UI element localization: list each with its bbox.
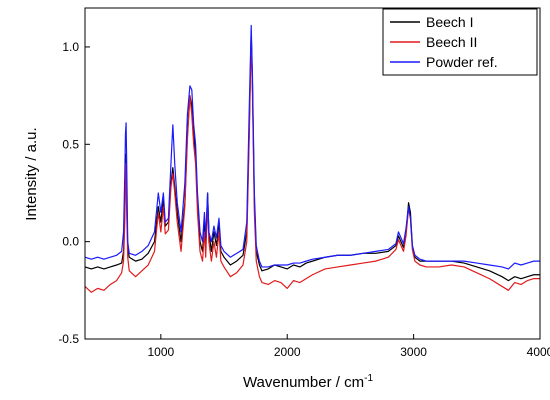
series-layer	[84, 24, 540, 293]
x-axis-unit-exponent: -1	[364, 373, 373, 384]
x-tick-label: 2000	[274, 345, 301, 359]
ticks-layer: 1000 2000 3000 4000 -0.5 0.0 0.5 1.0	[58, 40, 550, 359]
series-line-powder-ref	[84, 24, 540, 270]
plot-frame	[84, 7, 541, 340]
y-axis-label: Intensity	[23, 164, 40, 220]
y-axis-unit: a.u.	[23, 127, 40, 152]
y-tick-label: 0.0	[62, 235, 79, 249]
x-tick-label: 1000	[147, 345, 174, 359]
legend-label: Beech II	[426, 34, 477, 50]
legend-label: Beech I	[426, 14, 473, 30]
y-tick-label: 1.0	[62, 40, 79, 54]
x-axis-title: Wavenumber / cm-1	[243, 373, 374, 391]
y-tick-label: 0.5	[62, 137, 79, 151]
x-tick-label: 3000	[400, 345, 427, 359]
y-tick-label: -0.5	[58, 332, 79, 346]
x-axis-label: Wavenumber	[243, 374, 332, 391]
x-tick-label: 4000	[527, 345, 550, 359]
x-axis-unit: cm	[344, 374, 364, 391]
y-axis-title: Intensity / a.u.	[23, 127, 40, 220]
legend-label: Powder ref.	[426, 54, 498, 70]
legend: Beech I Beech II Powder ref.	[382, 8, 538, 76]
